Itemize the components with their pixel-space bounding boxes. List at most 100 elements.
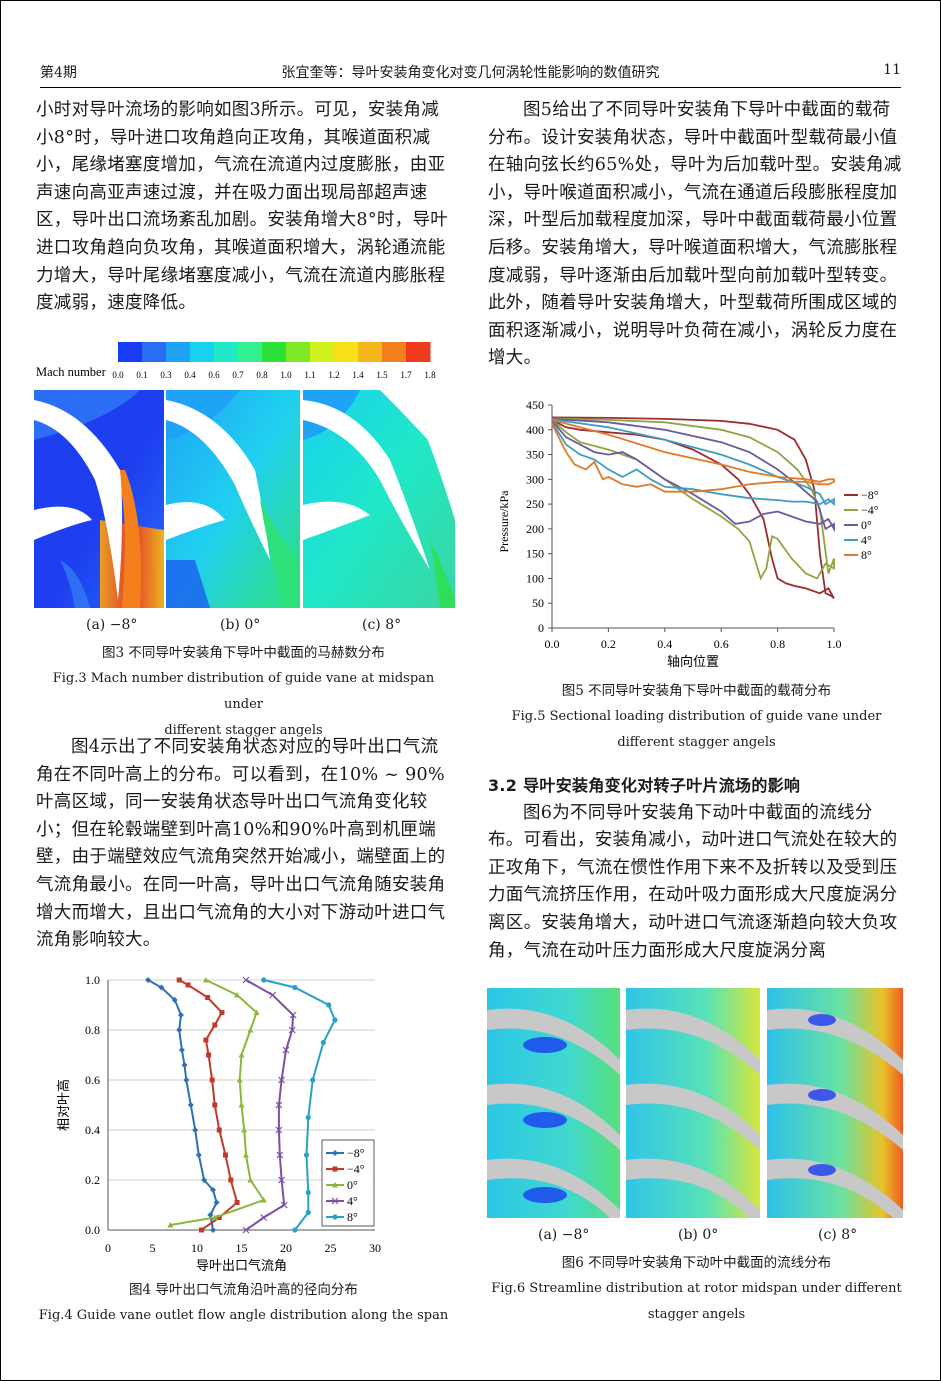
series-point <box>176 977 182 983</box>
body-paragraph: 图6为不同导叶安装角下动叶中截面的流线分布。可看出，安装角减小，动叶进口气流处在… <box>488 802 898 961</box>
series-point <box>238 1102 245 1108</box>
series-point <box>278 1076 285 1084</box>
y-axis-label: Pressure/kPa <box>497 490 511 553</box>
series-point <box>260 1197 267 1203</box>
series-point <box>332 1017 338 1023</box>
legend-label: 4° <box>861 533 872 547</box>
series-point <box>222 1152 228 1158</box>
running-title: 张宜奎等：导叶安装角变化对变几何涡轮性能影响的数值研究 <box>281 65 660 81</box>
subcaption-b: (b) 0° <box>220 617 261 633</box>
series-point <box>275 1126 283 1134</box>
legend-label: 4° <box>347 1194 358 1208</box>
series-point <box>275 1101 283 1109</box>
y-tick-label: 50 <box>532 596 544 610</box>
series-point <box>247 1177 254 1183</box>
series-point <box>192 1127 199 1133</box>
issue-number: 第4期 <box>40 65 77 81</box>
x-tick-label: 0.0 <box>545 637 560 651</box>
series-point <box>212 1102 218 1108</box>
body-paragraph: 小时对导叶流场的影响如图3所示。可见，安装角减小8°时，导叶进口攻角趋向正攻角，… <box>36 100 449 314</box>
caption-en-line2: different stagger angels <box>617 735 776 750</box>
legend-label: 8° <box>861 548 872 562</box>
series-point <box>269 991 277 999</box>
series-point <box>167 1222 174 1228</box>
caption-en-line1: Fig.3 Mach number distribution of guide … <box>52 671 435 712</box>
series-point <box>158 984 165 991</box>
x-tick-label: 10 <box>191 1241 203 1255</box>
series-point <box>234 1200 240 1205</box>
series-point <box>213 1199 220 1206</box>
figure-6-caption: 图6 不同导叶安装角下动叶中截面的流线分布 Fig.6 Streamline d… <box>488 1250 905 1328</box>
caption-en-line2: stagger angels <box>647 1307 746 1322</box>
series-point <box>203 1037 209 1043</box>
series-line <box>551 416 835 599</box>
series-point <box>201 1177 208 1183</box>
series-point <box>178 1047 185 1053</box>
caption-en-line2: different stagger angels <box>164 723 323 738</box>
caption-cn: 图5 不同导叶安装角下导叶中截面的载荷分布 <box>561 683 832 699</box>
series-point <box>305 1209 311 1216</box>
left-para-2-block: 图4示出了不同安装角状态对应的导叶出口气流角在不同叶高上的分布。可以看到，在10… <box>36 734 451 955</box>
series-point <box>185 982 191 988</box>
legend-label: 0° <box>861 518 872 532</box>
y-tick-label: 200 <box>526 522 544 536</box>
series-point <box>183 1077 190 1083</box>
series-line <box>551 418 835 507</box>
caption-en-line1: Fig.5 Sectional loading distribution of … <box>511 709 882 724</box>
legend-label: 0° <box>347 1178 358 1192</box>
series-point <box>310 1077 316 1083</box>
series-point <box>326 1002 332 1008</box>
series-4° <box>242 976 297 1234</box>
series-−4° <box>551 417 835 581</box>
series-point <box>288 1026 296 1034</box>
right-para-1-block: 图5给出了不同导叶安装角下导叶中截面的载荷分布。设计安装角状态，导叶中截面叶型载… <box>488 97 905 373</box>
page-number: 11 <box>883 62 901 78</box>
legend-label: −4° <box>861 503 879 517</box>
series-point <box>242 1226 250 1234</box>
series-point <box>211 1214 218 1220</box>
subcaption-c: (c) 8° <box>362 617 402 633</box>
x-tick-label: 30 <box>369 1241 381 1255</box>
series-line <box>551 418 835 533</box>
series-point <box>205 995 211 1000</box>
y-tick-label: 400 <box>526 423 544 437</box>
series-point <box>212 1022 218 1028</box>
y-tick-label: 0.4 <box>85 1123 100 1137</box>
x-tick-label: 20 <box>280 1241 292 1255</box>
y-tick-label: 350 <box>526 448 544 462</box>
series-point <box>289 1011 297 1019</box>
x-tick-label: 1.0 <box>827 637 842 651</box>
series-point <box>171 997 178 1003</box>
series-point <box>261 977 267 983</box>
subcaption-a: (a) −8° <box>538 1227 590 1243</box>
series-point <box>331 1197 339 1205</box>
x-axis-label: 轴向位置 <box>667 654 719 669</box>
series-point <box>209 1077 215 1083</box>
series-point <box>292 984 298 991</box>
series-−8° <box>145 977 220 1233</box>
x-tick-label: 5 <box>150 1241 156 1255</box>
section-heading: 3.2 导叶安装角变化对转子叶片流场的影响 <box>488 776 801 795</box>
series-point <box>187 1102 194 1108</box>
y-tick-label: 450 <box>526 398 544 412</box>
series-point <box>332 1214 338 1220</box>
y-tick-label: 0.8 <box>85 1023 100 1037</box>
series-4° <box>551 418 835 507</box>
x-tick-label: 0.6 <box>714 637 729 651</box>
series-point <box>242 1152 249 1158</box>
caption-cn: 图3 不同导叶安装角下导叶中截面的马赫数分布 <box>102 645 385 661</box>
series-line <box>147 979 218 1231</box>
series-0° <box>167 977 267 1228</box>
series-point <box>219 1010 225 1015</box>
y-tick-label: 0.6 <box>85 1073 100 1087</box>
series-point <box>234 992 241 998</box>
series-point <box>210 1187 217 1193</box>
series-point <box>282 1046 290 1054</box>
body-paragraph: 图4示出了不同安装角状态对应的导叶出口气流角在不同叶高上的分布。可以看到，在10… <box>36 737 446 951</box>
y-tick-label: 300 <box>526 472 544 486</box>
series-0° <box>551 418 835 533</box>
series-point <box>260 1214 268 1221</box>
x-tick-label: 25 <box>325 1241 337 1255</box>
series-point <box>332 1166 338 1172</box>
